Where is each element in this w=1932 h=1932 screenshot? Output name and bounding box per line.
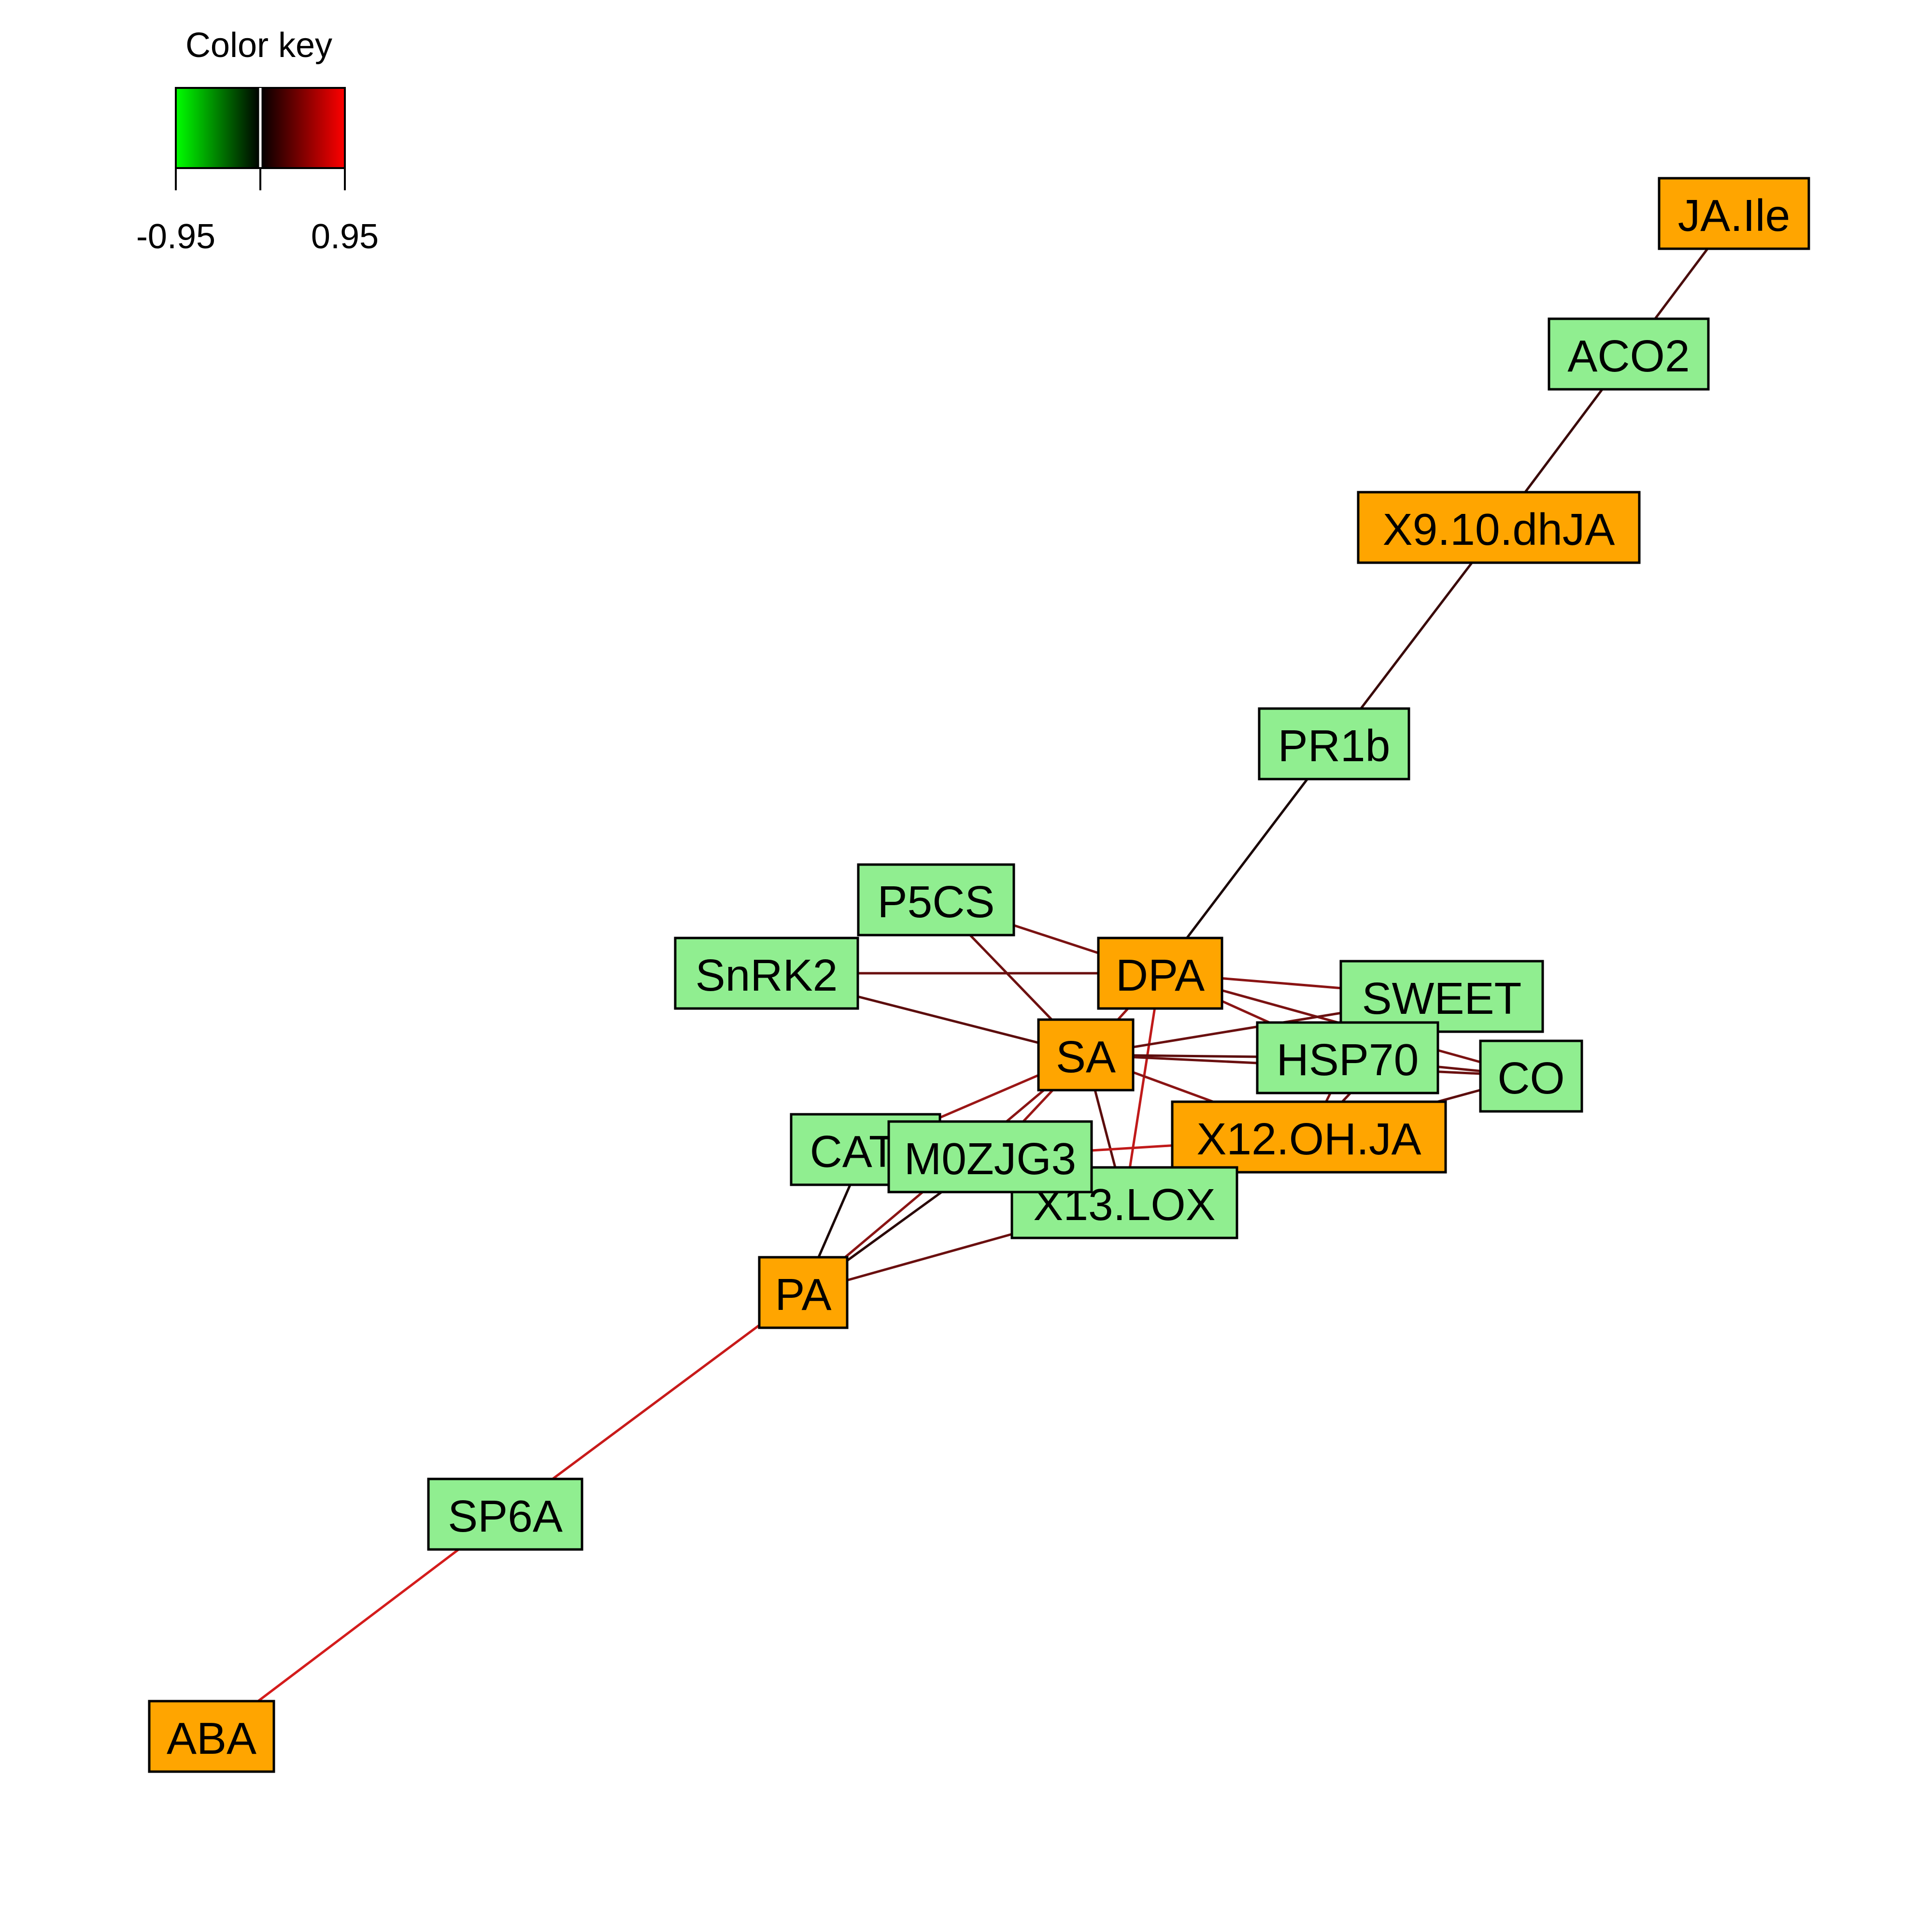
color-key-max-label: 0.95 — [311, 217, 379, 256]
color-key-title: Color key — [185, 26, 332, 65]
node-SnRK2[interactable]: SnRK2 — [674, 937, 859, 1010]
node-box — [887, 1120, 1093, 1193]
color-key-positive-gradient — [260, 88, 345, 168]
edge-SP6A-ABA — [211, 1513, 506, 1737]
node-label: PR1b — [1278, 721, 1391, 771]
node-X9.10.dhJA[interactable]: X9.10.dhJA — [1357, 491, 1641, 564]
node-label: ACO2 — [1567, 331, 1690, 381]
node-SWEET[interactable]: SWEET — [1339, 960, 1544, 1033]
edge-PA-SP6A — [504, 1291, 804, 1516]
node-SA[interactable]: SA — [1037, 1018, 1135, 1092]
node-box — [857, 863, 1015, 937]
node-JA.Ile[interactable]: JA.Ile — [1658, 177, 1810, 250]
node-label: X9.10.dhJA — [1383, 504, 1615, 554]
node-box — [1339, 960, 1544, 1033]
node-label: M0ZJG3 — [904, 1134, 1077, 1184]
node-label: JA.Ile — [1678, 190, 1790, 241]
node-label: PA — [775, 1269, 831, 1320]
node-label: X12.OH.JA — [1196, 1114, 1421, 1164]
node-HSP70[interactable]: HSP70 — [1256, 1021, 1439, 1094]
edge-DPA-X13.LOX — [1123, 973, 1162, 1203]
node-label: CO — [1497, 1053, 1565, 1103]
node-box — [1256, 1021, 1439, 1094]
node-label: SP6A — [448, 1491, 563, 1541]
node-ACO2[interactable]: ACO2 — [1548, 317, 1710, 391]
node-box — [1658, 177, 1810, 250]
node-box — [1357, 491, 1641, 564]
node-box — [1479, 1039, 1583, 1113]
node-label: SA — [1056, 1032, 1116, 1082]
color-key-negative-gradient — [176, 88, 260, 168]
node-box — [1258, 707, 1410, 781]
node-label: P5CS — [878, 877, 995, 927]
node-SP6A[interactable]: SP6A — [427, 1477, 583, 1551]
node-box — [1097, 937, 1223, 1010]
node-P5CS[interactable]: P5CS — [857, 863, 1015, 937]
edge-PR1b-DPA — [1159, 743, 1335, 974]
nodes: JA.Ile ACO2 X9.10.dhJA PR1b P5CS SnRK2 DPA SWEE… — [148, 177, 1810, 1773]
node-label: HSP70 — [1277, 1035, 1419, 1085]
node-label: ABA — [167, 1713, 256, 1763]
node-X12.OH.JA[interactable]: X12.OH.JA — [1171, 1100, 1447, 1174]
node-PR1b[interactable]: PR1b — [1258, 707, 1410, 781]
node-box — [148, 1700, 275, 1773]
node-box — [1037, 1018, 1135, 1092]
node-box — [1171, 1100, 1447, 1174]
node-label: SnRK2 — [696, 950, 838, 1000]
node-box — [674, 937, 859, 1010]
node-label: SWEET — [1362, 973, 1522, 1023]
node-M0ZJG3[interactable]: M0ZJG3 — [887, 1120, 1093, 1193]
color-key: Color key -0.95 0.95 — [136, 26, 379, 256]
node-ABA[interactable]: ABA — [148, 1700, 275, 1773]
node-PA[interactable]: PA — [758, 1256, 849, 1329]
color-key-min-label: -0.95 — [136, 217, 215, 256]
node-label: DPA — [1116, 950, 1205, 1000]
node-box — [1548, 317, 1710, 391]
node-box — [427, 1477, 583, 1551]
node-CO[interactable]: CO — [1479, 1039, 1583, 1113]
node-DPA[interactable]: DPA — [1097, 937, 1223, 1010]
node-box — [758, 1256, 849, 1329]
